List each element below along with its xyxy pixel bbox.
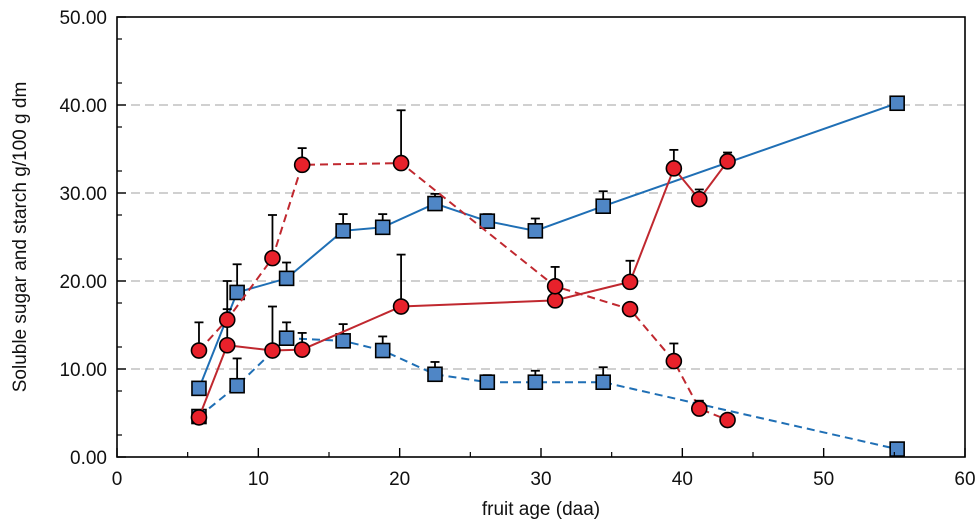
data-point-circle	[264, 249, 281, 267]
x-tick-label: 40	[672, 469, 693, 490]
series-line	[198, 162, 728, 421]
data-point-square	[191, 380, 207, 397]
data-point-square	[229, 377, 245, 394]
data-point-circle	[621, 300, 639, 318]
data-point-circle	[264, 342, 281, 359]
data-point-circle	[546, 292, 564, 309]
axes: 0.00 10.00 20.00 30.00 40.00 50.00 0 10 20 30 40 50…	[59, 8, 975, 490]
series-layer	[190, 95, 905, 457]
series-line	[198, 102, 898, 389]
data-point-square	[527, 223, 544, 239]
data-point-circle	[190, 342, 208, 359]
series-4	[190, 109, 736, 429]
data-point-circle	[690, 190, 708, 208]
series-3	[190, 148, 736, 426]
data-point-square	[229, 284, 245, 301]
data-point-square	[278, 330, 295, 347]
data-point-square	[889, 95, 905, 112]
data-point-square	[889, 441, 905, 457]
x-tick-label: 0	[112, 469, 123, 490]
series-line	[198, 337, 898, 451]
y-tick-label: 20.00	[59, 272, 107, 293]
data-point-circle	[218, 311, 236, 329]
y-tick-label: 10.00	[59, 360, 107, 381]
y-tick-label: 0.00	[70, 448, 107, 469]
x-tick-label: 10	[248, 469, 269, 490]
x-tick-label: 30	[530, 469, 551, 490]
data-point-square	[595, 198, 611, 214]
data-point-circle	[665, 160, 683, 177]
data-point-square	[374, 219, 391, 236]
data-point-circle	[546, 277, 564, 295]
data-point-square	[479, 374, 496, 391]
x-tick-label: 50	[813, 469, 834, 490]
data-point-circle	[190, 409, 208, 426]
data-point-square	[527, 374, 544, 391]
gridlines	[117, 104, 965, 370]
data-point-circle	[293, 156, 311, 174]
y-tick-label: 30.00	[59, 184, 107, 205]
x-axis-title: fruit age (daa)	[482, 499, 600, 520]
data-point-circle	[719, 153, 736, 170]
data-point-square	[335, 223, 351, 239]
y-tick-label: 40.00	[59, 96, 107, 117]
data-point-square	[479, 213, 496, 229]
data-point-square	[278, 270, 295, 287]
data-point-square	[595, 374, 611, 391]
data-point-square	[335, 333, 351, 349]
data-point-circle	[690, 400, 708, 417]
x-tick-label: 20	[389, 469, 410, 490]
x-tick-label: 60	[954, 469, 975, 490]
data-point-circle	[218, 336, 236, 354]
data-point-circle	[621, 273, 639, 291]
data-point-circle	[293, 341, 311, 358]
data-point-square	[427, 195, 443, 212]
data-point-circle	[719, 411, 736, 429]
series-line	[198, 160, 729, 418]
y-axis-title: Soluble sugar and starch g/100 g dm	[10, 82, 31, 393]
data-point-circle	[392, 154, 410, 172]
data-point-square	[374, 342, 391, 359]
series-1	[191, 95, 905, 397]
data-point-circle	[665, 352, 683, 370]
y-tick-label: 50.00	[59, 8, 107, 29]
data-point-circle	[392, 298, 410, 315]
data-point-square	[427, 366, 443, 383]
